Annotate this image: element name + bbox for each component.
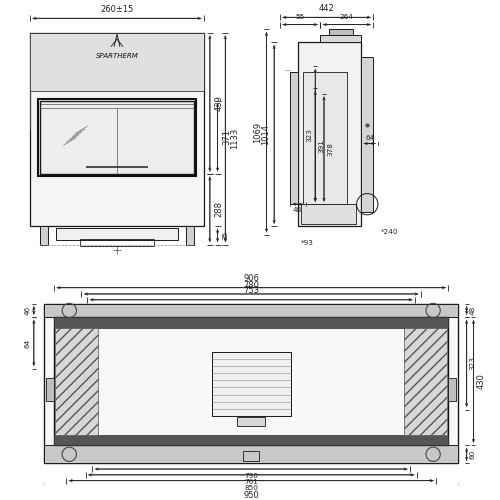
Bar <box>186 226 194 244</box>
Text: *93: *93 <box>301 240 314 246</box>
Text: 46: 46 <box>25 306 31 315</box>
Bar <box>404 328 448 435</box>
Text: SPARTHERM: SPARTHERM <box>96 53 138 59</box>
Bar <box>320 35 361 42</box>
Bar <box>46 378 54 400</box>
Text: 753: 753 <box>243 286 259 296</box>
Text: 48: 48 <box>470 306 476 315</box>
Bar <box>56 228 178 240</box>
Bar <box>54 318 448 446</box>
Bar <box>30 33 204 226</box>
Text: 780: 780 <box>243 280 259 289</box>
Bar <box>361 57 374 212</box>
Text: 55: 55 <box>296 14 305 20</box>
Bar <box>328 30 353 35</box>
Text: 260±15: 260±15 <box>100 5 134 14</box>
Text: 48: 48 <box>293 207 302 213</box>
Bar <box>290 72 298 204</box>
Text: 950: 950 <box>244 491 259 500</box>
Bar <box>54 318 448 328</box>
Text: 64: 64 <box>365 136 374 141</box>
Bar <box>30 33 204 91</box>
Text: 391: 391 <box>318 140 324 153</box>
Text: 323: 323 <box>306 128 312 142</box>
Text: 60: 60 <box>470 450 476 459</box>
Text: 442: 442 <box>319 4 334 13</box>
Bar <box>301 204 356 224</box>
Text: 730: 730 <box>244 474 258 480</box>
Bar <box>238 417 265 426</box>
Text: 1133: 1133 <box>230 128 238 150</box>
Bar <box>298 42 361 226</box>
Bar <box>38 98 196 176</box>
Text: 35: 35 <box>222 231 228 240</box>
Text: 64: 64 <box>25 338 31 347</box>
Text: 906: 906 <box>244 274 259 283</box>
Bar <box>44 304 458 318</box>
Text: 1014: 1014 <box>261 124 270 145</box>
Bar <box>44 304 458 463</box>
Text: 288: 288 <box>214 202 223 218</box>
Text: 371: 371 <box>222 130 231 146</box>
Text: 761: 761 <box>244 479 258 485</box>
Bar <box>448 378 456 400</box>
Text: 850: 850 <box>244 485 258 491</box>
Text: 1069: 1069 <box>253 122 262 143</box>
Bar <box>80 240 154 246</box>
Bar <box>40 226 48 244</box>
Text: *240: *240 <box>380 229 398 235</box>
Bar <box>212 352 290 416</box>
Bar <box>54 435 448 446</box>
Text: 323: 323 <box>470 356 476 370</box>
Text: 378: 378 <box>327 142 333 156</box>
Bar <box>243 450 260 462</box>
Text: 439: 439 <box>214 96 223 112</box>
Text: 430: 430 <box>476 374 486 390</box>
Bar <box>303 72 347 204</box>
Bar <box>44 446 458 463</box>
Text: 264: 264 <box>340 14 354 20</box>
Bar <box>40 100 194 174</box>
Bar <box>55 328 98 435</box>
